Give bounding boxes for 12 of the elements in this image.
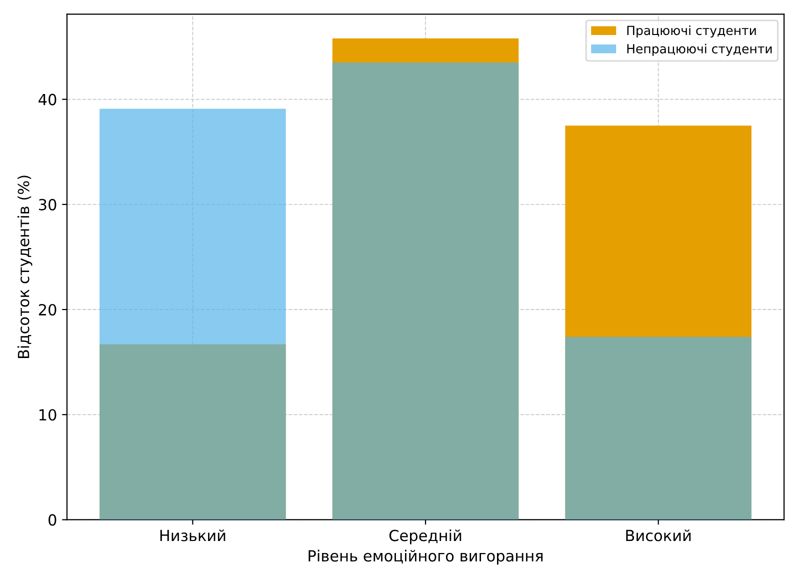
x-axis-title: Рівень емоційного вигорання — [308, 550, 543, 565]
y-axis-title: Відсоток студентів (%) — [17, 176, 32, 358]
x-tick-label: Середній — [389, 529, 462, 544]
y-tick-label: 0 — [48, 514, 56, 526]
legend-label: Непрацюючі студенти — [627, 44, 772, 56]
x-tick-label: Низький — [160, 530, 226, 542]
y-tick-label: 10 — [39, 409, 56, 421]
y-tick-label: 40 — [38, 94, 56, 106]
x-tick-label: Високий — [626, 530, 691, 542]
y-tick-label: 20 — [38, 304, 56, 316]
legend-label: Працюючі студенти — [627, 25, 756, 38]
y-tick-label: 30 — [38, 198, 56, 210]
